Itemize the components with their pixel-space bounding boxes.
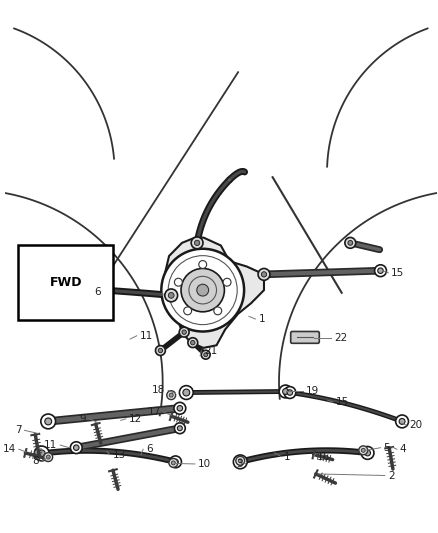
Circle shape bbox=[174, 278, 182, 286]
Circle shape bbox=[396, 415, 409, 428]
Circle shape bbox=[158, 348, 162, 353]
Circle shape bbox=[174, 402, 186, 414]
Circle shape bbox=[345, 237, 356, 248]
Circle shape bbox=[184, 307, 191, 315]
Circle shape bbox=[177, 406, 183, 411]
Circle shape bbox=[237, 459, 244, 465]
Circle shape bbox=[171, 461, 175, 465]
Circle shape bbox=[34, 446, 49, 461]
Text: 6: 6 bbox=[95, 287, 101, 297]
Circle shape bbox=[279, 385, 292, 398]
Circle shape bbox=[181, 269, 224, 312]
Circle shape bbox=[45, 418, 52, 425]
Circle shape bbox=[283, 389, 289, 394]
Text: 3: 3 bbox=[236, 459, 243, 469]
Text: 19: 19 bbox=[306, 386, 319, 397]
Text: 8: 8 bbox=[32, 456, 39, 466]
Circle shape bbox=[182, 330, 187, 334]
Circle shape bbox=[197, 284, 208, 296]
Circle shape bbox=[177, 426, 182, 431]
Text: 11: 11 bbox=[140, 331, 153, 341]
Circle shape bbox=[261, 272, 267, 277]
Circle shape bbox=[399, 418, 405, 424]
Circle shape bbox=[194, 240, 200, 246]
Text: 18: 18 bbox=[152, 385, 165, 395]
Circle shape bbox=[214, 307, 222, 315]
Text: 12: 12 bbox=[129, 414, 142, 424]
Text: 20: 20 bbox=[410, 420, 423, 430]
Circle shape bbox=[233, 455, 247, 469]
Text: 17: 17 bbox=[148, 408, 161, 417]
Polygon shape bbox=[165, 238, 264, 348]
Text: 11: 11 bbox=[44, 440, 57, 450]
Text: 15: 15 bbox=[336, 397, 349, 407]
Circle shape bbox=[165, 289, 178, 302]
Circle shape bbox=[201, 350, 210, 359]
Circle shape bbox=[287, 390, 293, 395]
Circle shape bbox=[167, 391, 176, 400]
Circle shape bbox=[258, 269, 270, 280]
Text: 2: 2 bbox=[388, 471, 394, 481]
Text: 10: 10 bbox=[198, 459, 211, 469]
Text: 9: 9 bbox=[80, 414, 86, 424]
Circle shape bbox=[238, 459, 242, 463]
Circle shape bbox=[46, 455, 50, 459]
Circle shape bbox=[348, 240, 353, 245]
Circle shape bbox=[169, 458, 178, 467]
Text: 13: 13 bbox=[113, 449, 126, 459]
FancyBboxPatch shape bbox=[291, 332, 319, 343]
Circle shape bbox=[169, 393, 173, 397]
Text: 1: 1 bbox=[258, 314, 265, 324]
Circle shape bbox=[223, 278, 231, 286]
Circle shape bbox=[53, 284, 61, 292]
Circle shape bbox=[191, 237, 203, 249]
Text: 15: 15 bbox=[391, 268, 404, 278]
Circle shape bbox=[71, 442, 82, 454]
Circle shape bbox=[38, 450, 45, 457]
Circle shape bbox=[161, 249, 244, 332]
Circle shape bbox=[174, 423, 185, 434]
Circle shape bbox=[191, 341, 195, 345]
Circle shape bbox=[44, 453, 53, 462]
Circle shape bbox=[361, 447, 374, 459]
Circle shape bbox=[199, 261, 207, 269]
Circle shape bbox=[183, 389, 190, 396]
Circle shape bbox=[378, 268, 383, 273]
Circle shape bbox=[179, 327, 189, 337]
Circle shape bbox=[236, 456, 245, 465]
Circle shape bbox=[168, 293, 174, 298]
Circle shape bbox=[180, 386, 193, 399]
Text: FWD: FWD bbox=[50, 276, 82, 289]
Text: 21: 21 bbox=[205, 345, 218, 356]
Circle shape bbox=[74, 445, 79, 450]
Circle shape bbox=[364, 450, 371, 456]
Circle shape bbox=[204, 353, 208, 357]
Circle shape bbox=[170, 456, 181, 468]
Circle shape bbox=[173, 459, 178, 465]
Circle shape bbox=[361, 448, 365, 453]
Circle shape bbox=[284, 386, 296, 399]
Circle shape bbox=[49, 280, 65, 295]
Text: 5: 5 bbox=[383, 443, 390, 453]
Text: 16: 16 bbox=[317, 451, 330, 462]
Text: 7: 7 bbox=[15, 425, 21, 435]
Text: 14: 14 bbox=[3, 444, 16, 454]
Circle shape bbox=[41, 414, 56, 429]
Circle shape bbox=[188, 338, 198, 348]
Circle shape bbox=[359, 446, 367, 455]
Circle shape bbox=[155, 345, 166, 356]
Text: 6: 6 bbox=[146, 444, 153, 454]
Text: 4: 4 bbox=[400, 444, 406, 454]
Circle shape bbox=[374, 265, 386, 277]
Text: 1: 1 bbox=[284, 451, 291, 462]
Text: 22: 22 bbox=[334, 333, 347, 343]
